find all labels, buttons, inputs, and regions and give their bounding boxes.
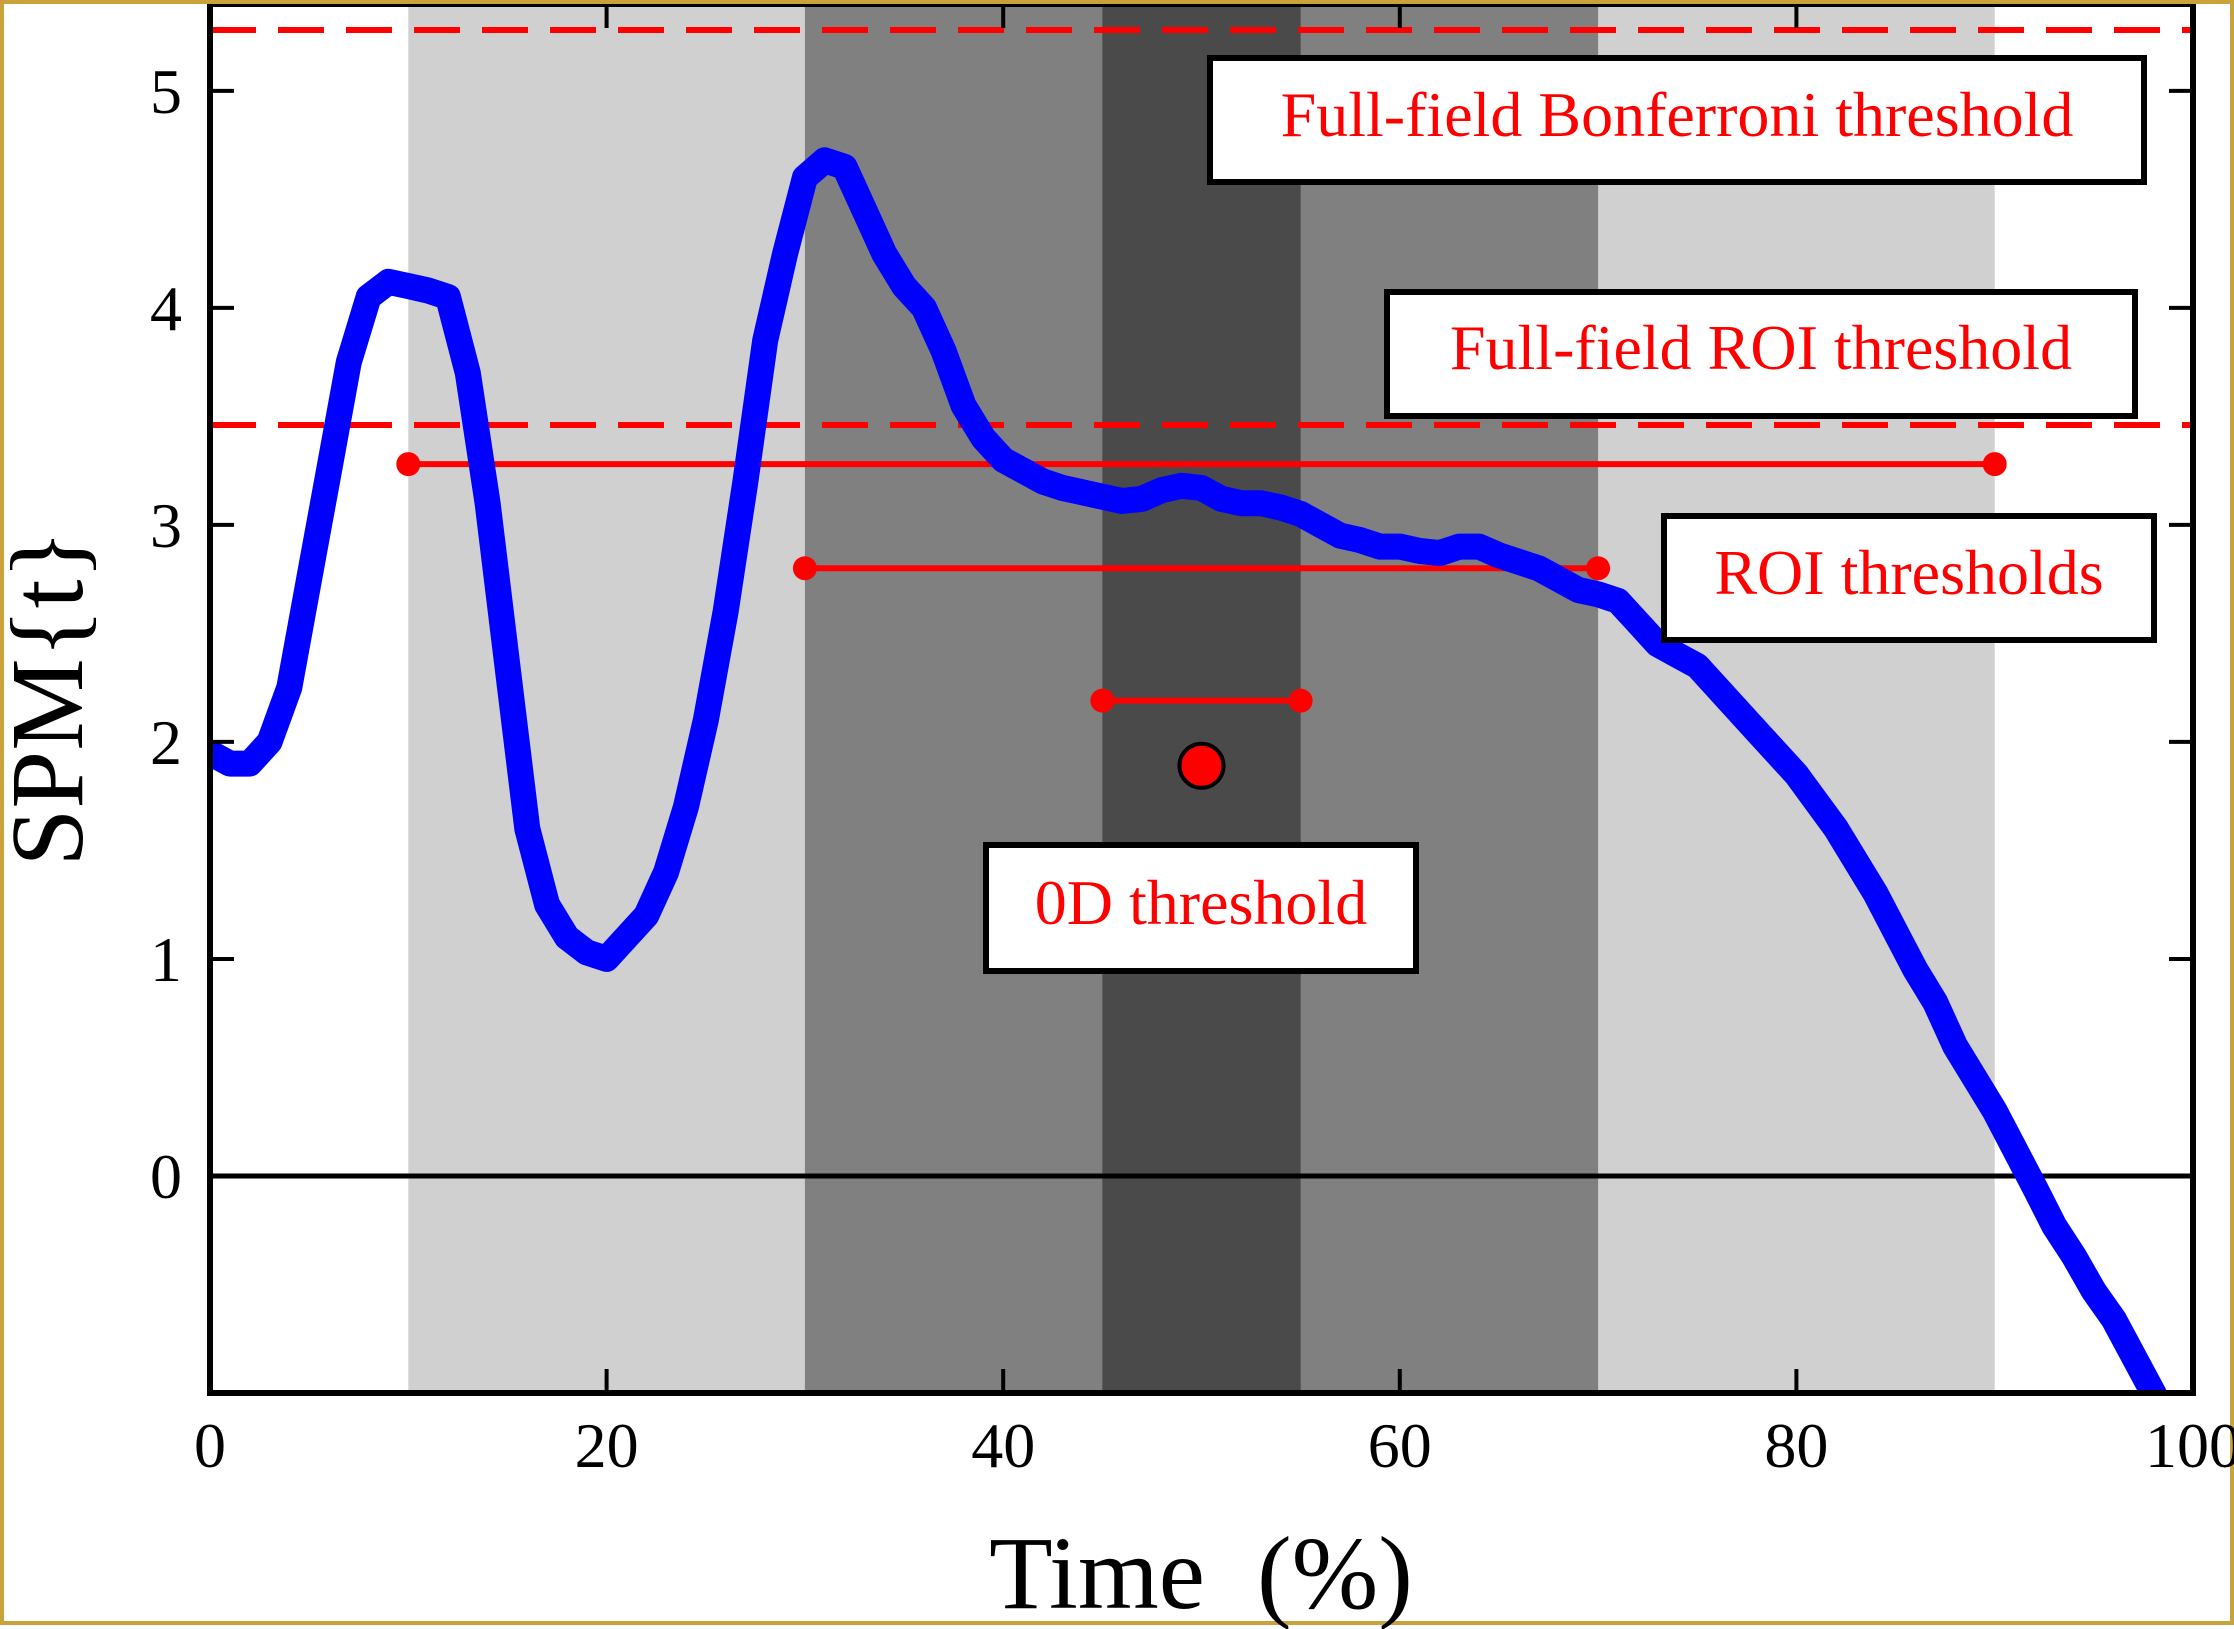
x-tick-label-100: 100 — [2145, 1410, 2234, 1481]
y-tick-label-5: 5 — [150, 56, 182, 127]
roi-segment-2-start-dot — [792, 556, 817, 581]
x-tick-label-80: 80 — [1764, 1410, 1828, 1481]
annotation-roi-fullfield: Full-field ROI threshold — [1384, 289, 2138, 419]
annotation-bonferroni-text: Full-field Bonferroni threshold — [1281, 79, 2074, 150]
y-tick-label-2: 2 — [150, 707, 182, 778]
plot-border — [207, 4, 2196, 1396]
roi-segment-2-end-dot — [1586, 556, 1611, 581]
full-field-threshold-lines — [210, 27, 2193, 429]
roi-segment-3-end-dot — [1288, 688, 1313, 713]
spm-curve — [210, 147, 2168, 1393]
zero-d-threshold-dot — [1177, 741, 1226, 790]
y-tick-label-1: 1 — [150, 924, 182, 995]
roi-segment-3-start-dot — [1090, 688, 1115, 713]
spm-chart: 0 20 40 60 80 100 0 1 2 3 4 5 Full-field Bonferroni… — [4, 4, 2234, 1629]
y-tick-label-4: 4 — [150, 273, 182, 344]
roi-segment-1-start-dot — [396, 452, 421, 477]
y-tick-label-3: 3 — [150, 490, 182, 561]
annotation-bonferroni: Full-field Bonferroni threshold — [1207, 55, 2147, 185]
x-tick-label-20: 20 — [575, 1410, 639, 1481]
x-tick-label-40: 40 — [971, 1410, 1035, 1481]
roi-segment-1-end-dot — [1982, 452, 2007, 477]
annotation-0d-text: 0D threshold — [1035, 867, 1367, 938]
annotation-roi-fullfield-text: Full-field ROI threshold — [1450, 312, 2072, 383]
y-axis-title: SPM{t} — [4, 530, 105, 867]
axis-ticks — [208, 4, 2195, 1393]
annotation-roi-thresholds-text: ROI thresholds — [1714, 537, 2103, 608]
roi-threshold-segments — [396, 452, 2007, 713]
y-tick-label-0: 0 — [150, 1141, 182, 1212]
x-tick-label-0: 0 — [194, 1410, 226, 1481]
x-axis-title: Time (%) — [989, 1516, 1413, 1629]
axis-tick-labels: 0 20 40 60 80 100 0 1 2 3 4 5 — [150, 56, 2234, 1481]
x-tick-label-60: 60 — [1368, 1410, 1432, 1481]
annotation-roi-thresholds: ROI thresholds — [1661, 513, 2157, 643]
annotation-0d: 0D threshold — [983, 842, 1419, 974]
